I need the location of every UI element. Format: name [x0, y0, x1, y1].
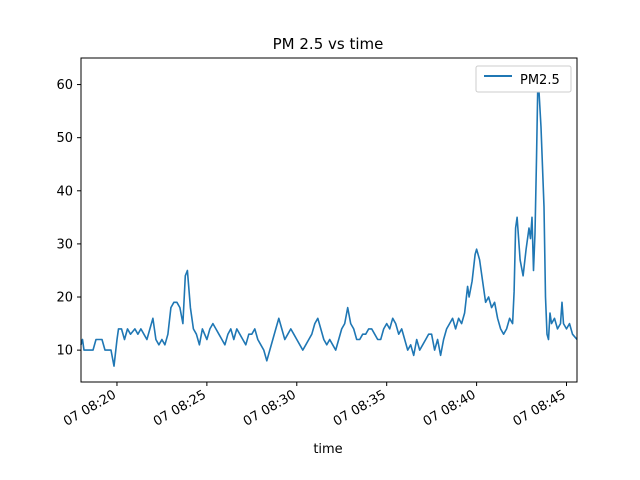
y-tick-label: 50 [56, 131, 73, 146]
x-tick-label: 07 08:45 [511, 387, 569, 429]
axes-frame [80, 57, 578, 383]
series-line-pm25 [80, 73, 578, 367]
y-tick-label: 30 [56, 237, 73, 252]
x-tick-label: 07 08:25 [151, 387, 209, 429]
x-tick-label: 07 08:30 [241, 387, 299, 429]
y-axis: 10 20 30 40 50 60 [56, 78, 81, 359]
y-tick-label: 10 [56, 344, 73, 359]
legend-box [475, 65, 572, 93]
x-axis-label: time [313, 442, 342, 457]
x-tick-label: 07 08:40 [421, 387, 479, 429]
y-tick-label: 40 [56, 184, 73, 199]
x-tick-label: 07 08:35 [331, 387, 389, 429]
y-tick-label: 20 [56, 291, 73, 306]
plot-area [80, 73, 578, 367]
chart-title: PM 2.5 vs time [273, 35, 384, 53]
x-tick-label: 07 08:20 [61, 387, 119, 429]
legend-label-pm25: PM2.5 [520, 73, 560, 88]
y-tick-label: 60 [56, 78, 73, 93]
legend: PM2.5 [475, 65, 572, 93]
x-axis: 07 08:20 07 08:25 07 08:30 07 08:35 07 08:40… [61, 382, 569, 430]
